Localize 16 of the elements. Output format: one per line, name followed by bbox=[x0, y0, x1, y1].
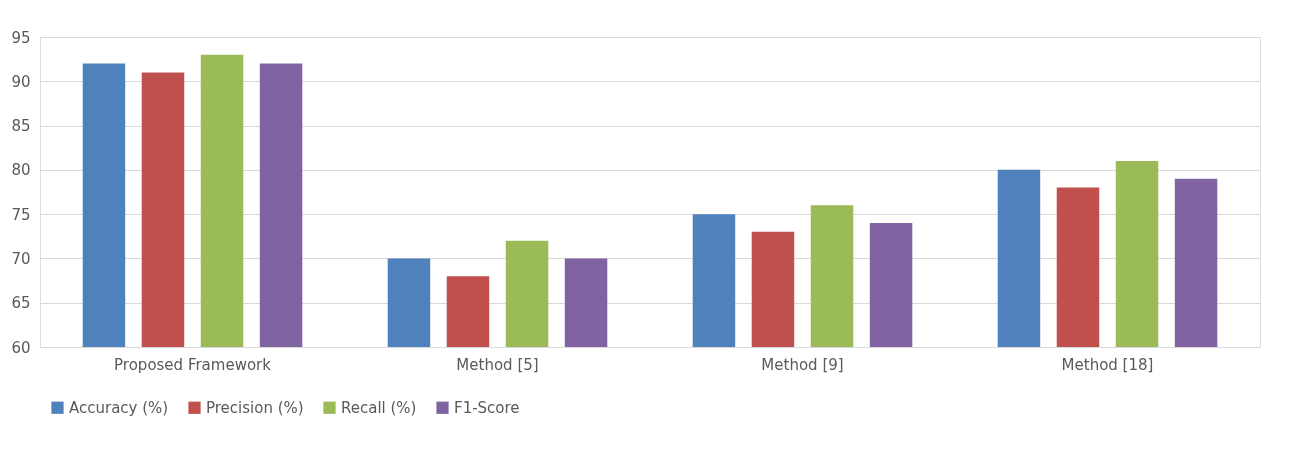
y-tick-label: 70 bbox=[11, 249, 31, 268]
y-tick-label: 75 bbox=[11, 205, 31, 224]
legend-label: Precision (%) bbox=[206, 398, 304, 417]
legend-label: Accuracy (%) bbox=[69, 398, 169, 417]
y-tick-label: 65 bbox=[11, 294, 31, 313]
y-tick-label: 60 bbox=[11, 338, 31, 357]
y-tick-label: 90 bbox=[11, 72, 31, 91]
y-tick-label: 95 bbox=[11, 28, 31, 47]
x-tick-label: Method [5] bbox=[456, 355, 539, 374]
legend-label: F1-Score bbox=[454, 398, 520, 417]
y-tick-label: 80 bbox=[11, 161, 31, 180]
x-tick-label: Proposed Framework bbox=[114, 355, 272, 374]
x-tick-label: Method [18] bbox=[1061, 355, 1154, 374]
y-tick-label: 85 bbox=[11, 117, 31, 136]
legend-label: Recall (%) bbox=[341, 398, 417, 417]
x-tick-label: Method [9] bbox=[761, 355, 844, 374]
